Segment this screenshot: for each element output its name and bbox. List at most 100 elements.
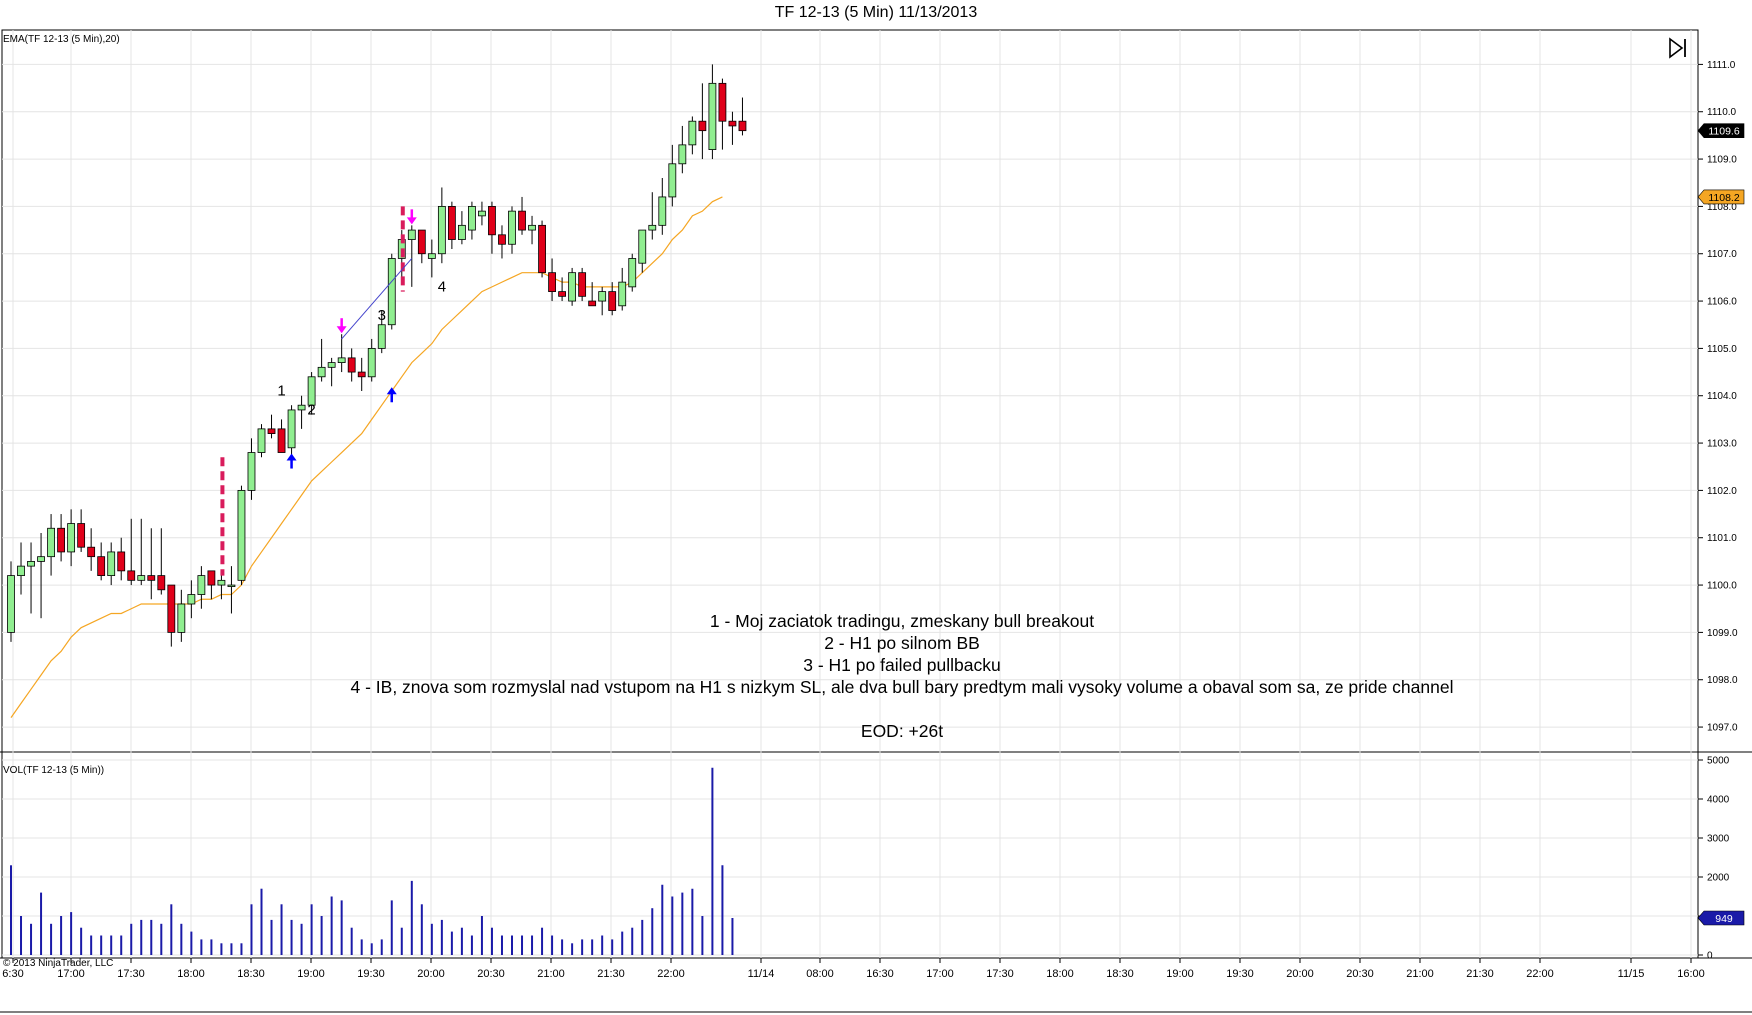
bear-candle-body: [498, 234, 506, 245]
bull-candle-body: [67, 523, 76, 553]
bear-candle-body: [147, 575, 156, 581]
bear-candle-body: [57, 527, 65, 553]
candle: [668, 144, 677, 207]
bull-candle-body: [17, 565, 25, 577]
price-tick-label: 1097.0: [1707, 723, 1738, 734]
bull-candle-body: [187, 594, 196, 605]
candle: [608, 282, 617, 316]
price-tick-label: 1098.0: [1707, 675, 1738, 686]
time-tick-label: 21:00: [537, 968, 565, 980]
volume-tick-label: 5000: [1707, 756, 1730, 767]
bear-candle-body: [558, 291, 566, 297]
bull-candle-body: [37, 556, 45, 562]
arrow-head: [286, 453, 297, 461]
candle: [237, 485, 246, 586]
candle: [658, 178, 667, 235]
candle: [347, 348, 356, 382]
price-tick-label: 1104.0: [1707, 391, 1737, 402]
scroll-to-end-icon[interactable]: [1666, 36, 1690, 60]
time-tick-label: 11/14: [748, 968, 775, 980]
time-tick-label: 19:30: [357, 968, 385, 980]
bear-candle-body: [578, 272, 587, 297]
candle: [548, 258, 556, 302]
signal-number-label: 4: [438, 279, 446, 296]
time-tick-label: 20:30: [477, 968, 505, 980]
price-tick-label: 1103.0: [1707, 439, 1737, 450]
candle: [528, 215, 536, 245]
candle: [77, 509, 86, 552]
candle: [287, 405, 296, 462]
bull-candle-body: [337, 357, 346, 364]
bull-candle-body: [47, 527, 55, 558]
bear-candle-body: [157, 575, 166, 591]
bear-candle-body: [207, 570, 216, 586]
ema-layer: [10, 196, 723, 718]
bear-candle-body: [117, 551, 126, 572]
candle: [387, 253, 396, 330]
bear-candle-body: [267, 428, 276, 435]
time-tick-label: 08:00: [806, 968, 834, 980]
bear-candle-body: [127, 570, 136, 581]
candle: [277, 419, 286, 453]
candle: [578, 267, 587, 302]
candle: [147, 528, 156, 600]
candle: [407, 225, 416, 287]
candle: [7, 561, 15, 642]
price-tick-label: 1100.0: [1707, 581, 1737, 592]
bull-candle-body: [107, 551, 116, 577]
candle: [27, 542, 35, 614]
bull-candle-body: [628, 258, 637, 288]
up-arrow-icon: [286, 453, 297, 469]
bull-candle-body: [618, 281, 627, 307]
candle: [227, 566, 236, 614]
candle: [47, 514, 55, 576]
volume-badge-shape: [1697, 910, 1745, 926]
time-tick-label: 19:00: [297, 968, 325, 980]
price-tick-label: 1099.0: [1707, 628, 1738, 639]
bull-candle-body: [257, 428, 266, 453]
candle: [718, 78, 727, 150]
volume-tick-label: 3000: [1707, 834, 1730, 845]
annotation-line: 1 - Moj zaciatok tradingu, zmeskany bull…: [710, 611, 1094, 631]
bull-candle-body: [227, 584, 236, 587]
time-tick-label: 18:00: [177, 968, 205, 980]
candle: [648, 192, 657, 240]
bull-candle-body: [407, 229, 416, 240]
bear-candle-body: [518, 210, 526, 231]
price-tick-label: 1109.0: [1707, 155, 1737, 166]
candle: [207, 570, 216, 600]
candle: [488, 201, 496, 254]
candle: [327, 357, 336, 387]
candle: [67, 509, 76, 567]
bull-candle-body: [478, 210, 486, 217]
trend-line: [341, 258, 413, 340]
bear-candle-body: [347, 357, 356, 373]
time-axis: 6:30 17:00 17:30 18:00 18:30 19:00 19:30 20:00 2…: [2, 958, 1705, 980]
price-tick-label: 1105.0: [1707, 344, 1737, 355]
candle: [568, 267, 577, 306]
signal-number-label: 2: [307, 402, 315, 419]
time-tick-label: 18:30: [1106, 968, 1134, 980]
price-tick-label: 1108.0: [1707, 202, 1737, 213]
candle: [518, 196, 526, 235]
bear-candle-body: [417, 229, 426, 255]
bull-candle-body: [247, 452, 256, 491]
markers-layer: 1 2 3 4: [220, 206, 446, 576]
price-panel-label: EMA(TF 12-13 (5 Min),20): [3, 34, 120, 45]
candle: [197, 566, 206, 609]
bull-candle-body: [27, 561, 35, 567]
candle: [177, 589, 186, 642]
price-tick-label: 1110.0: [1707, 107, 1737, 118]
bull-candle-body: [7, 575, 15, 633]
candle: [17, 542, 25, 595]
candle: [618, 267, 627, 311]
signal-number-label: 3: [378, 307, 386, 324]
volume-badge: 949: [1697, 910, 1745, 926]
price-tick-label: 1101.0: [1707, 533, 1737, 544]
candle: [37, 533, 45, 619]
candle: [447, 201, 456, 249]
bear-candle-body: [447, 205, 456, 240]
candle: [187, 580, 196, 619]
candle: [167, 584, 176, 647]
